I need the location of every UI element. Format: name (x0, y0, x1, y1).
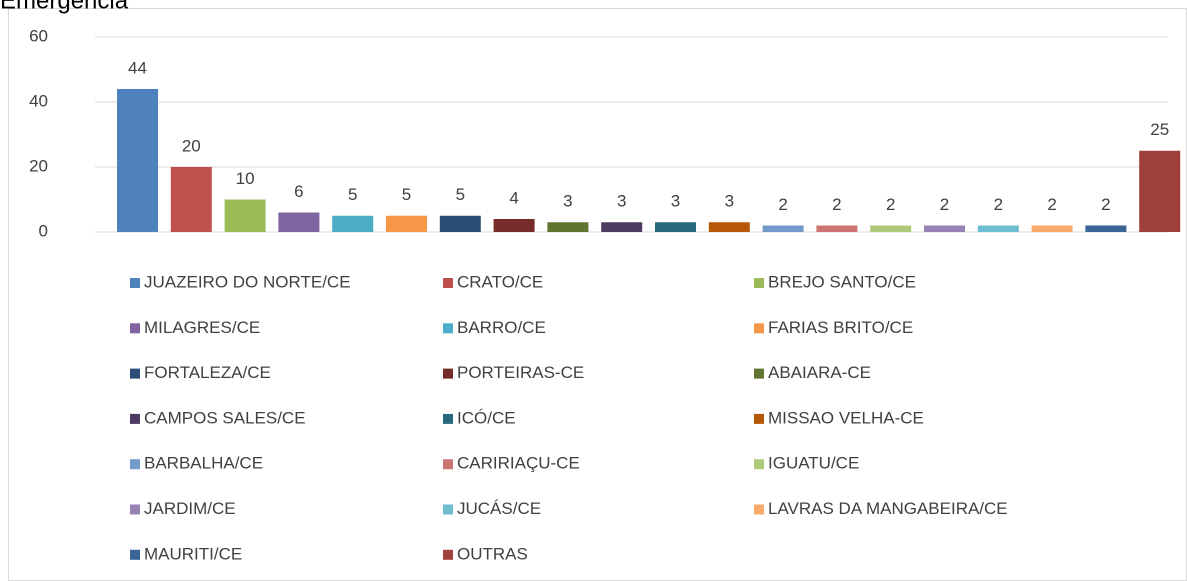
legend-swatch (754, 504, 764, 515)
chart-title: Emergência (0, 0, 129, 14)
legend-label: ABAIARA-CE (768, 363, 871, 382)
data-label: 3 (671, 192, 680, 211)
legend-swatch (443, 278, 453, 288)
legend-label: JUCÁS/CE (457, 499, 541, 518)
legend-label: LAVRAS DA MANGABEIRA/CE (768, 499, 1008, 518)
bar (278, 212, 320, 232)
chart-frame (8, 8, 1187, 581)
legend-label: FARIAS BRITO/CE (768, 318, 913, 337)
legend-swatch (443, 413, 453, 424)
data-label: 2 (940, 195, 949, 214)
y-tick-label: 40 (29, 91, 48, 110)
legend-label: MAURITI/CE (144, 544, 242, 563)
legend-label: FORTALEZA/CE (144, 363, 271, 382)
legend-label: MISSAO VELHA-CE (768, 408, 924, 427)
data-label: 3 (725, 192, 734, 211)
data-label: 10 (236, 169, 255, 188)
legend-swatch (130, 278, 140, 288)
data-label: 25 (1150, 120, 1169, 139)
bar (332, 215, 374, 232)
legend-swatch (754, 368, 764, 379)
legend-swatch (754, 459, 764, 470)
bar (1139, 150, 1181, 232)
legend-swatch (754, 278, 764, 288)
data-label: 2 (1101, 195, 1110, 214)
bar (386, 215, 427, 232)
bar (655, 222, 696, 232)
data-label: 5 (456, 185, 465, 204)
legend-swatch (130, 323, 140, 334)
data-label: 2 (778, 195, 787, 214)
legend-label: BARRO/CE (457, 318, 546, 337)
bar (439, 215, 481, 232)
data-label: 5 (348, 185, 357, 204)
legend-label: BREJO SANTO/CE (768, 272, 916, 291)
legend-swatch (443, 368, 453, 379)
legend-label: CARIRIAÇU-CE (457, 454, 580, 473)
bar (1085, 225, 1127, 232)
bar (493, 219, 535, 232)
data-label: 2 (994, 195, 1003, 214)
bar (601, 222, 643, 232)
legend-swatch (754, 323, 764, 334)
legend-swatch (130, 413, 140, 424)
legend-swatch (443, 549, 453, 560)
bar (1031, 225, 1073, 232)
bar (924, 225, 965, 232)
data-label: 2 (886, 195, 895, 214)
data-label: 2 (832, 195, 841, 214)
y-tick-label: 0 (39, 221, 48, 240)
legend-label: ICÓ/CE (457, 408, 516, 427)
bar (170, 167, 212, 232)
data-label: 5 (402, 185, 411, 204)
y-tick-label: 60 (29, 26, 48, 45)
bar (762, 225, 804, 232)
legend-swatch (754, 413, 764, 424)
legend-swatch (443, 504, 453, 515)
legend-swatch (443, 459, 453, 470)
bar (708, 222, 750, 232)
legend-label: PORTEIRAS-CE (457, 363, 584, 382)
legend-label: MILAGRES/CE (144, 318, 260, 337)
bar (816, 225, 858, 232)
bar (547, 222, 589, 232)
legend-label: IGUATU/CE (768, 454, 859, 473)
legend-swatch (130, 504, 140, 515)
data-label: 44 (128, 58, 147, 77)
data-label: 2 (1047, 195, 1056, 214)
bar (870, 225, 912, 232)
legend-swatch (443, 323, 453, 334)
data-label: 4 (509, 188, 518, 207)
legend-label: OUTRAS (457, 544, 528, 563)
legend-label: CAMPOS SALES/CE (144, 408, 306, 427)
legend-swatch (130, 549, 140, 560)
bar (224, 199, 266, 232)
data-label: 6 (294, 182, 303, 201)
data-label: 20 (182, 136, 201, 155)
legend-label: JARDIM/CE (144, 499, 236, 518)
y-tick-label: 20 (29, 156, 48, 175)
legend-label: JUAZEIRO DO NORTE/CE (144, 272, 351, 291)
data-label: 3 (563, 192, 572, 211)
data-label: 3 (617, 192, 626, 211)
legend-label: CRATO/CE (457, 272, 543, 291)
bar (117, 89, 158, 232)
legend-swatch (130, 368, 140, 379)
legend-label: BARBALHA/CE (144, 454, 263, 473)
legend-swatch (130, 459, 140, 470)
bar (977, 225, 1019, 232)
